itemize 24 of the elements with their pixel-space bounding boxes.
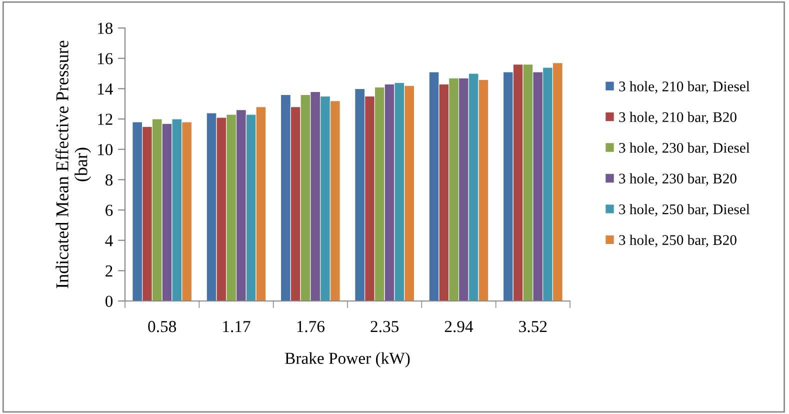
- y-tick-label: 8: [105, 174, 113, 186]
- x-tick-label: 2.35: [370, 320, 399, 332]
- x-tick-label: 2.94: [444, 320, 474, 332]
- legend-label: 3 hole, 230 bar, B20: [619, 173, 736, 186]
- y-axis-title: Indicated Mean Effective Pressure (bar): [56, 40, 91, 288]
- y-tick-label: 2: [106, 265, 112, 276]
- x-tick-label: 0.58: [148, 320, 176, 332]
- y-tick-label: 10: [98, 144, 113, 156]
- y-tick-label: 6: [106, 204, 113, 216]
- y-tick-label: 12: [98, 114, 112, 125]
- y-tick-label: 18: [98, 22, 113, 34]
- x-tick-label: 1.76: [297, 320, 325, 332]
- x-tick-label: 1.17: [223, 321, 250, 332]
- x-tick-label: 3.52: [519, 320, 547, 332]
- y-tick-label: 0: [105, 296, 113, 307]
- x-axis-title: Brake Power (kW): [285, 352, 410, 368]
- legend-label: 3 hole, 230 bar, Diesel: [619, 142, 750, 155]
- y-tick-label: 4: [105, 235, 113, 246]
- legend-label: 3 hole, 250 bar, B20: [619, 234, 736, 248]
- y-tick-label: 16: [98, 53, 113, 64]
- y-tick-label: 14: [98, 83, 113, 94]
- legend-label: 3 hole, 210 bar, B20: [619, 112, 736, 124]
- legend-label: 3 hole, 210 bar, Diesel: [619, 81, 750, 94]
- legend-label: 3 hole, 250 bar, Diesel: [619, 204, 750, 216]
